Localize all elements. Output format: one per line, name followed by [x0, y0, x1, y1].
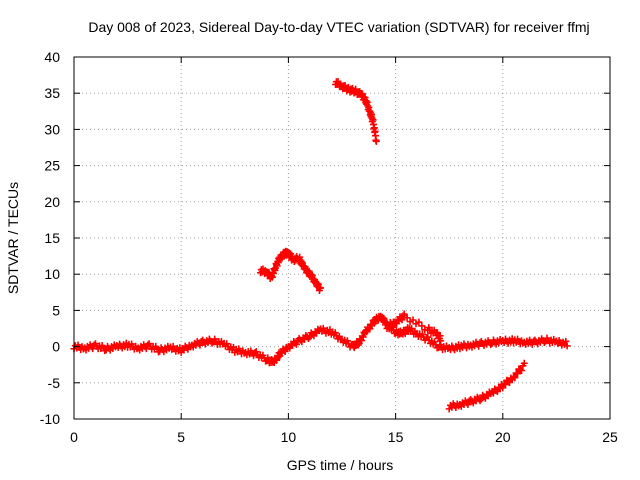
data-series	[70, 78, 571, 413]
x-tick-label: 10	[281, 429, 297, 445]
data-point	[403, 314, 411, 322]
series-side-track	[383, 310, 445, 345]
y-axis-label: SDTVAR / TECUs	[5, 182, 21, 294]
data-point	[208, 339, 216, 347]
data-point	[520, 359, 528, 367]
data-point	[562, 337, 570, 345]
series-upper-track	[257, 247, 325, 294]
data-point	[359, 333, 367, 341]
x-tick-label: 5	[177, 429, 185, 445]
data-point	[366, 325, 374, 333]
data-point	[367, 320, 375, 328]
data-point	[563, 342, 571, 350]
series-high-track	[332, 78, 380, 145]
data-point	[317, 284, 325, 292]
data-point	[380, 314, 388, 322]
data-point	[518, 366, 526, 374]
y-tick-label: 0	[52, 339, 60, 355]
y-tick-label: 15	[44, 230, 60, 246]
x-tick-label: 15	[388, 429, 404, 445]
data-point	[464, 401, 472, 409]
data-point	[511, 374, 519, 382]
data-point	[358, 337, 366, 345]
y-tick-label: 40	[44, 49, 60, 65]
y-tick-label: 30	[44, 121, 60, 137]
y-tick-label: 35	[44, 85, 60, 101]
grid-lines	[74, 57, 610, 419]
y-tick-label: -10	[40, 411, 60, 427]
data-point	[437, 337, 445, 345]
y-tick-label: -5	[48, 375, 61, 391]
axis-ticks: 0 5 10 15 20 25 -10 -5 0 5 10 15 20 25 30 35 40	[40, 49, 618, 445]
data-point	[418, 322, 426, 330]
x-axis-label: GPS time / hours	[287, 457, 394, 473]
y-tick-label: 20	[44, 194, 60, 210]
data-point	[196, 341, 204, 349]
chart-title: Day 008 of 2023, Sidereal Day-to-day VTE…	[88, 19, 589, 35]
series-negative-track	[445, 359, 528, 413]
data-point	[308, 271, 316, 279]
x-tick-label: 20	[495, 429, 511, 445]
data-point	[514, 370, 522, 378]
data-point	[372, 137, 380, 145]
data-point	[409, 316, 417, 324]
x-tick-label: 0	[70, 429, 78, 445]
y-tick-label: 5	[52, 302, 60, 318]
y-tick-label: 10	[44, 266, 60, 282]
data-point	[398, 316, 406, 324]
x-tick-label: 25	[602, 429, 618, 445]
data-point	[400, 310, 408, 318]
data-point	[292, 340, 300, 348]
data-point	[415, 318, 423, 326]
series-baseline-track	[70, 312, 571, 367]
y-tick-label: 25	[44, 158, 60, 174]
